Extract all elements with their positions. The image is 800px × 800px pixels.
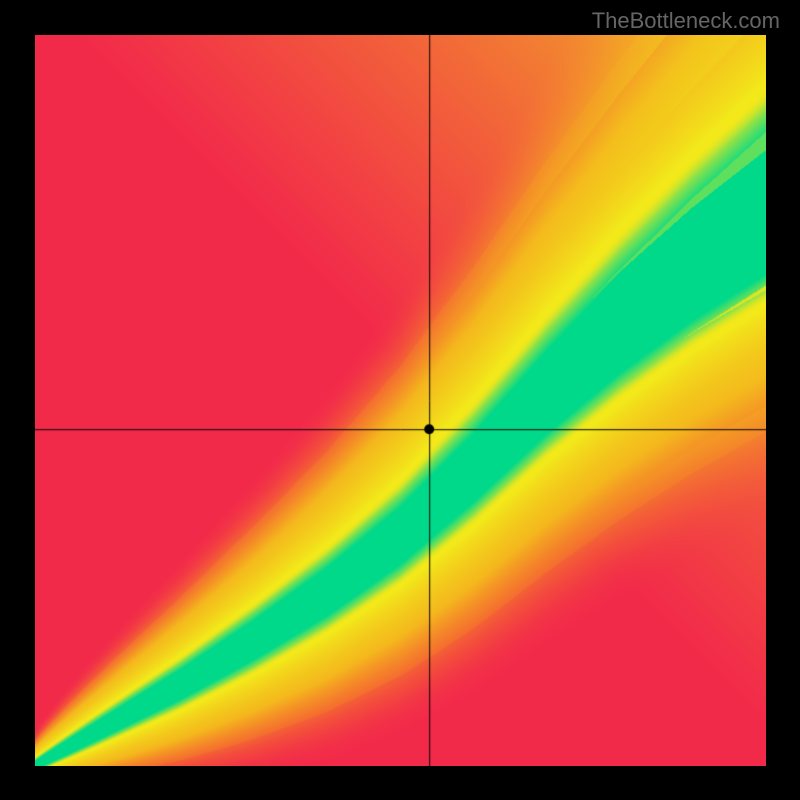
- chart-container: TheBottleneck.com: [0, 0, 800, 800]
- bottleneck-heatmap: [35, 35, 766, 766]
- watermark-text: TheBottleneck.com: [592, 8, 780, 34]
